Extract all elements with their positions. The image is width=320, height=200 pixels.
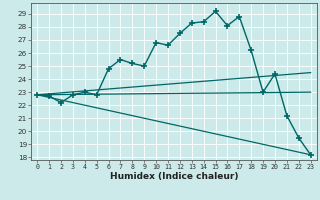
X-axis label: Humidex (Indice chaleur): Humidex (Indice chaleur) bbox=[110, 172, 238, 181]
